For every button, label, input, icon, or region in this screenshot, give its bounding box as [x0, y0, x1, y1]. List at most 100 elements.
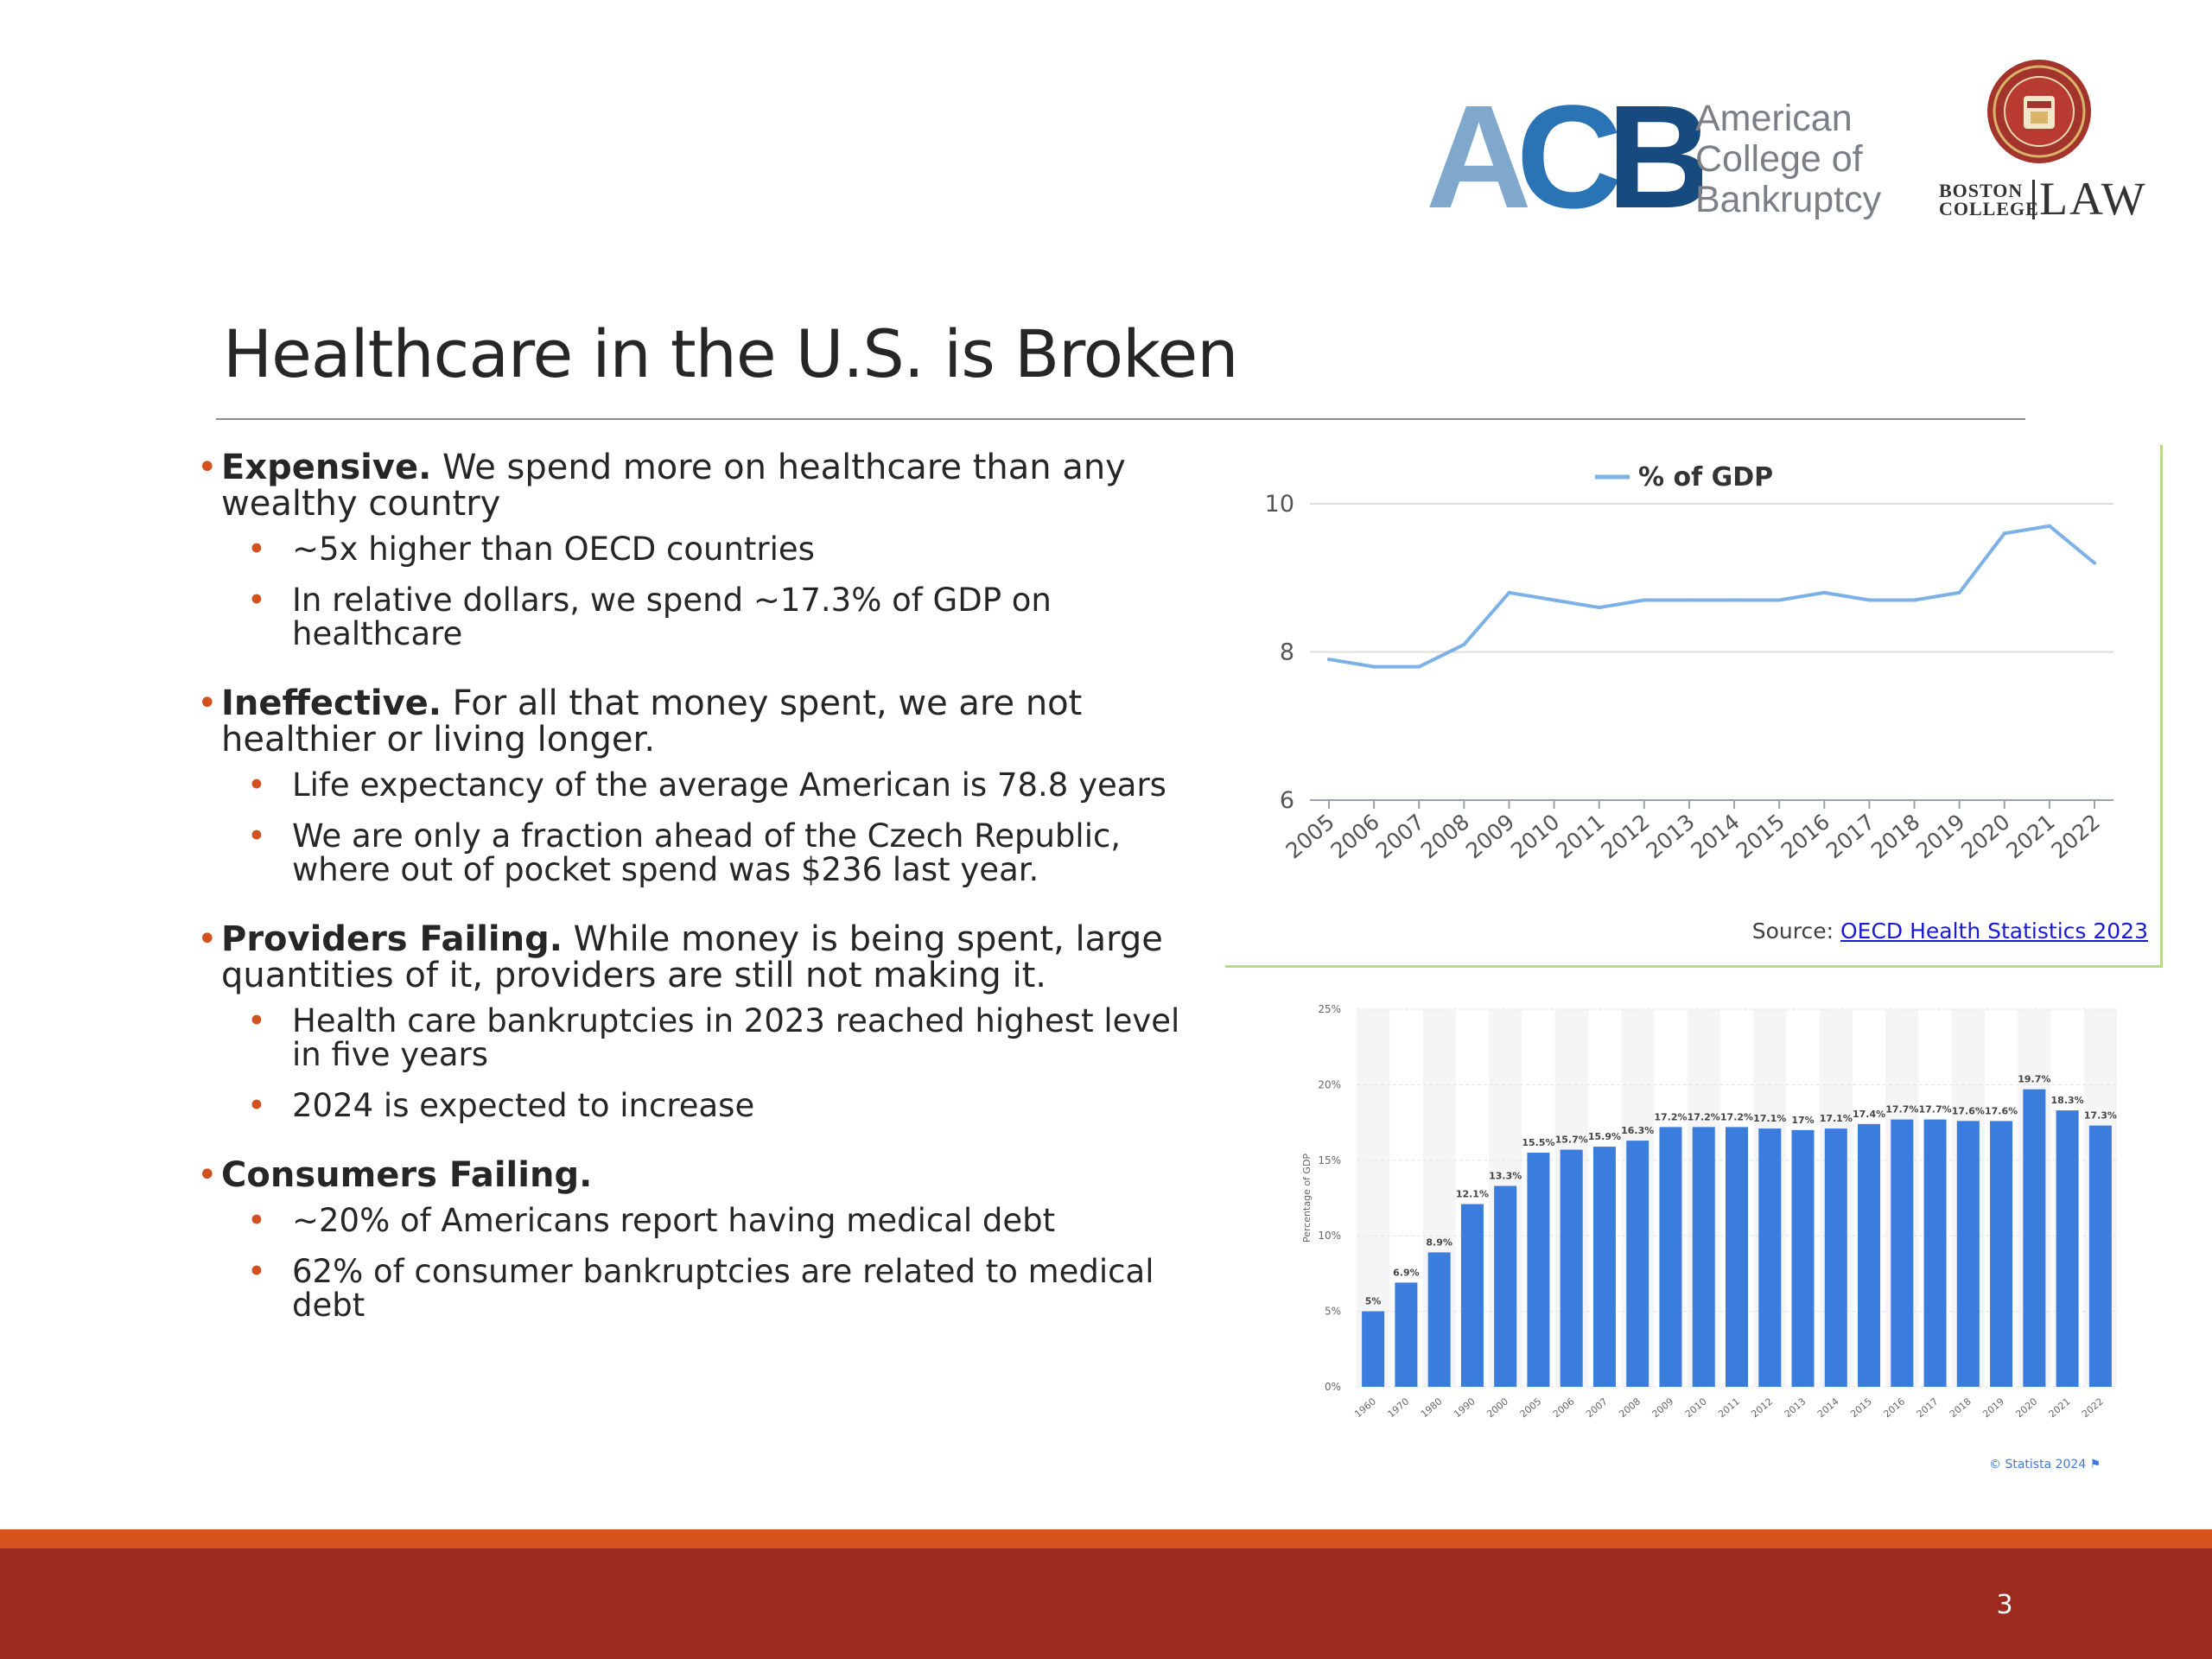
x-tick-label: 2019 [1911, 809, 1969, 863]
acb-logo-text: American College of Bankruptcy [1695, 99, 1881, 220]
data-point [1642, 598, 1646, 602]
source-label: Source: [1751, 918, 1840, 944]
bar-data-label: 15.9% [1588, 1131, 1621, 1142]
bullet-dot-icon: • [197, 919, 218, 959]
bullet-dot-icon: • [247, 766, 266, 804]
sub-bullet-list: • ~20% of Americans report having medical… [197, 1204, 1199, 1322]
bar-data-label: 5% [1365, 1296, 1382, 1307]
sub-bullet: • Health care bankruptcies in 2023 reache… [197, 1004, 1199, 1071]
bar [1527, 1153, 1550, 1387]
bar-data-label: 17.6% [1985, 1105, 2018, 1116]
bar-chart-svg: 0% 5% 10% 15% 20% 25% Percentage of GDP 5% 1960 6… [1301, 1003, 2117, 1420]
data-point [1732, 598, 1737, 602]
bar-data-label: 6.9% [1393, 1267, 1420, 1278]
gdp-line-chart: 6 8 10 2005 2006 2007 2008 2009 2010 2011 2012 2013… [1225, 445, 2163, 968]
bar-data-label: 17.6% [1952, 1105, 1985, 1116]
sub-bullet: • In relative dollars, we spend ~17.3% of… [197, 583, 1199, 651]
data-point [1957, 590, 1961, 594]
x-tick-label: 2009 [1650, 1395, 1676, 1420]
bullet-dot-icon: • [247, 817, 266, 855]
bullet-list: • Expensive. We spend more on healthcare … [197, 449, 1199, 1357]
x-tick-label: 1970 [1386, 1395, 1412, 1420]
bar [1460, 1204, 1484, 1387]
bullet-dot-icon: • [197, 683, 218, 723]
sub-bullet: • 2024 is expected to increase [197, 1089, 1199, 1122]
x-tick-label: 2013 [1641, 809, 1699, 863]
bar-data-label: 17.4% [1853, 1109, 1885, 1120]
data-point [1822, 590, 1827, 594]
bullet-lead: Providers Failing. [221, 919, 563, 959]
footer-bar [0, 1548, 2212, 1659]
legend-label: % of GDP [1638, 462, 1773, 493]
bar [2023, 1089, 2046, 1387]
data-point [2093, 561, 2096, 565]
y-tick-label: 10 [1265, 491, 1294, 518]
y-tick-label: 15% [1318, 1154, 1341, 1166]
acb-logo-line3: Bankruptcy [1695, 179, 1882, 220]
bar-data-label: 15.7% [1555, 1135, 1588, 1146]
data-point [1417, 664, 1421, 669]
data-point [2002, 531, 2006, 536]
x-tick-label: 2014 [1815, 1395, 1841, 1420]
x-tick-label: 2016 [1881, 1395, 1907, 1420]
y-axis-label: Percentage of GDP [1301, 1154, 1313, 1243]
data-point [1507, 590, 1511, 594]
data-point [1597, 606, 1601, 610]
bar [1395, 1282, 1418, 1387]
boston-college-seal-icon [1987, 60, 2091, 163]
main-bullet: • Expensive. We spend more on healthcare … [197, 449, 1199, 522]
x-tick-label: 2013 [1783, 1395, 1808, 1420]
bar [1659, 1127, 1682, 1387]
data-point [1552, 598, 1556, 602]
x-tick-label: 2007 [1371, 809, 1429, 863]
x-tick-label: 2005 [1518, 1395, 1544, 1420]
x-tick-label: 2021 [2001, 809, 2059, 863]
bar [1758, 1128, 1782, 1387]
bullet-text: We spend more on healthcare than any wea… [221, 448, 1126, 524]
bullet-section-providers-failing: • Providers Failing. While money is being… [197, 921, 1199, 1122]
sub-bullet: • ~5x higher than OECD countries [197, 532, 1199, 566]
bullet-lead: Expensive. [221, 448, 432, 487]
data-point [1912, 598, 1916, 602]
source-link[interactable]: OECD Health Statistics 2023 [1840, 918, 2148, 944]
bar-data-label: 16.3% [1621, 1125, 1654, 1136]
x-tick-label: 2010 [1683, 1395, 1709, 1420]
bar-data-label: 19.7% [2018, 1074, 2050, 1085]
bullet-dot-icon: • [247, 1087, 266, 1124]
bar-data-label: 12.1% [1456, 1188, 1489, 1199]
page-number: 3 [1996, 1590, 2013, 1620]
bc-logo-divider [2032, 180, 2035, 219]
line-chart-svg: 6 8 10 200520062007200820092010201120122013… [1265, 462, 2113, 863]
sub-bullet-list: • ~5x higher than OECD countries • In rela… [197, 532, 1199, 651]
title-divider [216, 418, 2025, 420]
statista-credit-link[interactable]: © Statista 2024 ⚑ [1989, 1458, 2101, 1471]
sub-bullet: • 62% of consumer bankruptcies are relate… [197, 1255, 1199, 1322]
bar-data-label: 17.3% [2084, 1110, 2117, 1122]
bullet-section-expensive: • Expensive. We spend more on healthcare … [197, 449, 1199, 651]
boston-college-law-logo: BOSTON COLLEGE LAW [1936, 54, 2145, 226]
data-point [1327, 658, 1331, 662]
x-tick-label: 2005 [1281, 809, 1338, 863]
bar-data-label: 8.9% [1426, 1236, 1452, 1248]
bar-data-label: 17.7% [1918, 1104, 1951, 1116]
sub-bullet-list: • Life expectancy of the average American… [197, 768, 1199, 887]
y-tick-label: 20% [1318, 1078, 1341, 1090]
x-tick-label: 1980 [1419, 1395, 1445, 1420]
x-tick-label: 1960 [1352, 1395, 1378, 1420]
bar-data-label: 15.5% [1522, 1137, 1554, 1148]
data-point [1372, 664, 1376, 669]
data-point [1462, 642, 1466, 646]
x-tick-label: 2012 [1749, 1395, 1775, 1420]
y-tick-label: 8 [1280, 639, 1294, 666]
bar [1891, 1119, 1914, 1387]
sub-bullet: • Life expectancy of the average American… [197, 768, 1199, 802]
bar [2088, 1125, 2112, 1387]
boston-college-wordmark: BOSTON COLLEGE [1939, 181, 2039, 219]
x-tick-label: 2006 [1551, 1395, 1577, 1420]
y-tick-label: 10% [1318, 1230, 1341, 1242]
bullet-dot-icon: • [247, 1253, 266, 1290]
x-tick-label: 2022 [2080, 1395, 2106, 1420]
x-tick-label: 2020 [2013, 1395, 2039, 1420]
bc-law-text: LAW [2039, 173, 2147, 225]
bullet-dot-icon: • [247, 1002, 266, 1039]
